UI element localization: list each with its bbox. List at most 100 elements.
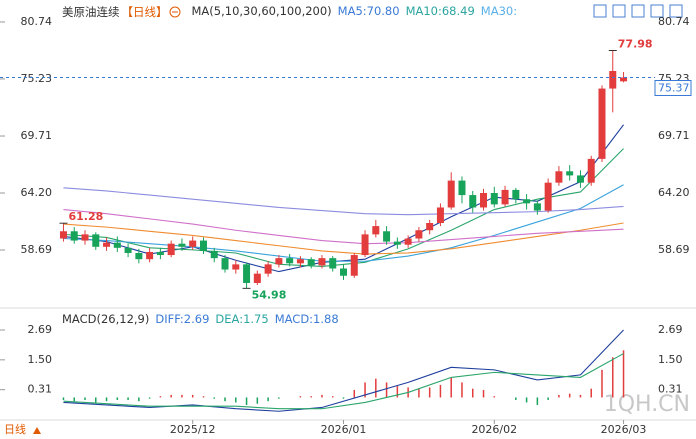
candle-body	[296, 259, 304, 264]
y-tick-label-right: 64.20	[658, 186, 690, 199]
x-tick-label: 2026/02	[471, 423, 517, 436]
y-tick-label: 1.50	[28, 353, 53, 366]
legend-item: MA10:68.49	[405, 4, 475, 18]
ma-line	[63, 353, 624, 410]
candle-body	[598, 88, 606, 159]
candle-body	[469, 195, 477, 208]
ma-line	[63, 209, 624, 245]
candle-body	[199, 240, 207, 251]
extreme-label: 61.28	[68, 210, 103, 223]
candle-body	[189, 240, 197, 247]
period-toggle[interactable]	[33, 427, 41, 434]
candle-body	[221, 258, 229, 270]
candle-body	[523, 199, 531, 204]
period: 【日线】	[121, 5, 168, 19]
candle-body	[286, 258, 294, 264]
ma-line	[63, 329, 624, 412]
y-tick-label: 69.71	[21, 129, 53, 142]
legend-item: MACD:1.88	[274, 312, 339, 326]
candle-body	[587, 158, 595, 183]
candle-body	[307, 259, 315, 266]
y-tick-label-right: 80.74	[658, 15, 690, 28]
candle-body	[383, 231, 391, 242]
x-tick-label: 2025/12	[170, 423, 216, 436]
y-tick-label-right: 0.31	[658, 383, 683, 396]
candle-body	[350, 255, 358, 276]
candle-body	[253, 273, 261, 283]
y-tick-label-right: 69.71	[658, 129, 690, 142]
candle-body	[490, 193, 498, 205]
ma-label: MA(5,10,30,60,100,200)	[191, 4, 332, 18]
tool-button[interactable]	[669, 4, 683, 18]
legend-item: MA5:70.80	[337, 4, 400, 18]
candle-body	[361, 234, 369, 256]
candle-body	[458, 180, 466, 196]
tool-button[interactable]	[612, 4, 626, 18]
tool-button[interactable]	[593, 4, 607, 18]
extreme-label: 77.98	[618, 38, 653, 51]
ma-line	[63, 148, 624, 267]
period-label: 日线	[4, 422, 26, 436]
candle-body	[59, 231, 67, 239]
x-tick-label: 2026/03	[601, 423, 647, 436]
candle-body	[480, 193, 488, 208]
last-price-box	[654, 79, 692, 96]
candle-body	[146, 251, 154, 260]
legend-item: DEA:1.75	[215, 312, 269, 326]
y-tick-label: 2.69	[28, 323, 53, 336]
candle-body	[275, 258, 283, 265]
macd-header: MACD(26,12,9) DIFF:2.69 DEA:1.75 MACD:1.88	[62, 312, 339, 326]
candle-body	[566, 171, 574, 176]
candle-body	[167, 243, 175, 256]
candle-body	[81, 234, 89, 241]
candle-body	[555, 171, 563, 183]
tool-button[interactable]	[650, 4, 664, 18]
y-tick-label: 75.23	[21, 72, 53, 85]
candle-body	[243, 264, 251, 283]
macd-title: MACD(26,12,9)	[62, 312, 150, 326]
candle-body	[113, 242, 121, 248]
instrument-title: 美原油连续	[62, 5, 120, 19]
candle-body	[544, 182, 552, 211]
collapse-icon[interactable]	[169, 6, 181, 18]
candle-body	[620, 77, 628, 82]
candle-body	[426, 222, 434, 231]
legend-item: DIFF:2.69	[155, 312, 210, 326]
candle-body	[318, 258, 326, 266]
ma-line	[63, 222, 624, 255]
x-tick-label: 2026/01	[321, 423, 367, 436]
y-tick-label-right: 2.69	[658, 323, 683, 336]
y-tick-label: 64.20	[21, 186, 53, 199]
y-tick-label: 58.69	[21, 243, 53, 256]
y-tick-label-right: 58.69	[658, 243, 690, 256]
ma-line	[63, 187, 624, 216]
toolbar	[593, 4, 683, 18]
candle-body	[415, 230, 423, 239]
candle-body	[156, 251, 164, 256]
extreme-label: 54.98	[252, 288, 287, 301]
candle-body	[135, 252, 143, 260]
candle-body	[393, 241, 401, 245]
candle-body	[576, 175, 584, 183]
candle-body	[264, 264, 272, 274]
candle-body	[447, 180, 455, 208]
y-tick-label: 80.74	[21, 15, 53, 28]
y-tick-label-right: 1.50	[658, 353, 683, 366]
candle-body	[340, 268, 347, 276]
candle-body	[404, 238, 412, 245]
candle-body	[329, 258, 337, 269]
candle-body	[512, 189, 520, 200]
candle-body	[609, 70, 617, 89]
candle-body	[501, 189, 509, 205]
y-tick-label: 0.31	[28, 383, 53, 396]
candle-body	[372, 226, 380, 235]
main-header: 美原油连续 【日线】 MA(5,10,30,60,100,200) MA5:70…	[62, 4, 517, 20]
candle-body	[210, 250, 218, 259]
candle-body	[533, 203, 541, 211]
legend-item: MA30:	[480, 4, 518, 18]
candle-body	[232, 264, 240, 270]
tool-button[interactable]	[631, 4, 645, 18]
candle-body	[436, 207, 444, 223]
